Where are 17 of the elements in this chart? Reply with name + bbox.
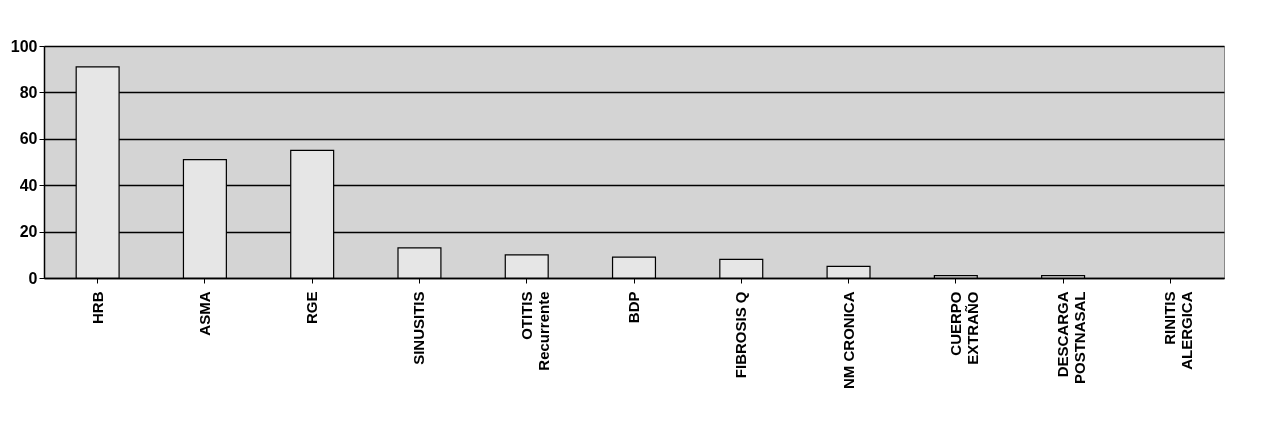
x-tick-label: DESCARGA POSTNASAL [1054, 291, 1089, 385]
x-tick-label: OTITIS Recurrente [517, 291, 552, 371]
y-tick-label: 60 [19, 130, 38, 148]
x-tick-label: ASMA [195, 291, 213, 336]
y-tick-label: 100 [10, 37, 38, 55]
x-tick-label: FIBROSIS Q [732, 291, 750, 379]
y-tick-label: 80 [19, 83, 38, 101]
x-tick-label: HRB [88, 291, 106, 324]
y-tick-label: 0 [28, 269, 38, 287]
x-tick-label: BDP [625, 291, 642, 324]
x-tick-label: SINUSITIS [410, 291, 428, 365]
x-tick-label: NM CRONICA [839, 291, 857, 389]
y-tick-label: 40 [19, 176, 38, 194]
x-tick-label: RINITIS ALERGICA [1161, 291, 1196, 370]
y-tick-label: 20 [19, 223, 38, 241]
x-tick-label: CUERPO EXTRAÑO [946, 291, 981, 365]
x-tick-label: RGE [303, 291, 321, 325]
